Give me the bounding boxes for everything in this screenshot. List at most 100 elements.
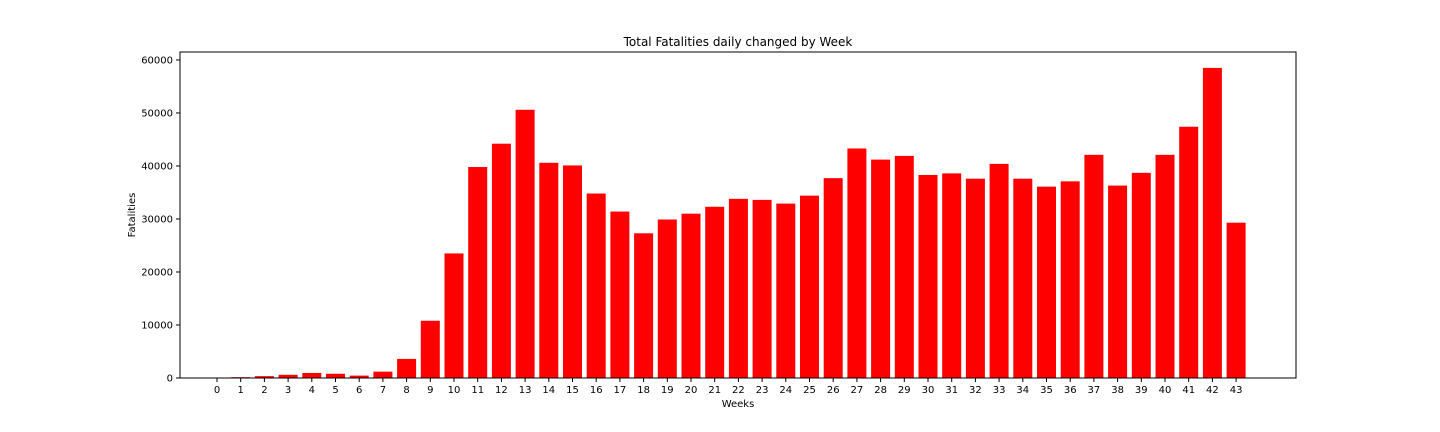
bar-week-24 [776,203,796,378]
x-tick-label: 36 [1064,385,1077,396]
bar-week-21 [705,206,725,378]
x-tick-label: 12 [495,385,508,396]
x-tick-label: 38 [1111,385,1124,396]
bar-week-38 [1108,185,1128,378]
x-tick-label: 28 [874,385,887,396]
y-axis-title: Fatalities [127,193,138,238]
x-tick-label: 25 [803,385,816,396]
x-tick-label: 2 [261,385,267,396]
x-tick-label: 18 [637,385,650,396]
x-tick-label: 23 [756,385,769,396]
bar-week-27 [847,148,867,378]
bar-week-18 [634,233,654,378]
bar-week-20 [681,213,701,378]
x-tick-label: 8 [403,385,409,396]
x-tick-label: 0 [214,385,220,396]
y-tick-label: 50000 [141,108,173,119]
x-tick-label: 17 [614,385,627,396]
x-tick-label: 26 [827,385,840,396]
x-axis-ticks: 0 1 2 3 4 5 6 7 8 9 10 11 12 13 14 15 16 17 18 19 20 21 22 23 24… [214,378,1243,396]
x-tick-label: 22 [732,385,745,396]
x-tick-label: 10 [448,385,461,396]
bar-week-8 [397,358,417,378]
bar-week-33 [989,163,1009,378]
bar-week-16 [586,193,606,378]
x-tick-label: 19 [661,385,674,396]
bar-week-39 [1131,172,1151,378]
x-tick-label: 34 [1016,385,1029,396]
y-tick-label: 10000 [141,320,173,331]
x-tick-label: 21 [708,385,721,396]
x-tick-label: 13 [519,385,532,396]
y-tick-label: 40000 [141,161,173,172]
bar-week-35 [1037,186,1056,378]
x-tick-label: 11 [471,385,484,396]
bar-week-14 [539,162,559,378]
x-tick-label: 43 [1230,385,1243,396]
bar-week-25 [800,195,819,378]
x-tick-label: 30 [922,385,935,396]
x-tick-label: 5 [332,385,338,396]
bar-week-7 [373,371,393,378]
bar-week-26 [823,178,843,378]
bar-week-32 [965,178,985,378]
bar-week-23 [752,199,772,378]
y-tick-label: 20000 [141,267,173,278]
x-tick-label: 27 [851,385,864,396]
bar-week-22 [728,198,748,378]
y-tick-label: 30000 [141,214,173,225]
x-tick-label: 31 [945,385,958,396]
x-tick-label: 20 [685,385,698,396]
x-tick-label: 42 [1206,385,1219,396]
bar-week-31 [942,173,962,378]
x-tick-label: 4 [309,385,315,396]
x-tick-label: 9 [427,385,433,396]
y-tick-label: 0 [167,374,173,385]
bars-group [207,67,1246,379]
bar-week-15 [563,165,582,378]
bar-week-4 [302,372,322,378]
x-axis-title: Weeks [722,399,755,410]
x-tick-label: 37 [1088,385,1101,396]
bar-week-11 [468,167,488,378]
bar-week-43 [1226,222,1246,378]
bar-week-41 [1179,126,1199,379]
x-tick-label: 33 [993,385,1006,396]
x-tick-label: 40 [1159,385,1172,396]
bar-week-9 [420,320,440,378]
bar-week-19 [657,219,677,378]
bar-week-34 [1013,178,1033,378]
x-tick-label: 14 [542,385,555,396]
bar-week-30 [918,174,938,378]
x-tick-label: 15 [566,385,579,396]
x-tick-label: 1 [238,385,244,396]
plot-frame [179,51,1297,379]
x-tick-label: 39 [1135,385,1148,396]
x-tick-label: 41 [1182,385,1195,396]
bar-week-13 [515,109,535,378]
bar-week-3 [278,374,298,378]
bar-week-17 [610,211,630,378]
x-tick-label: 3 [285,385,291,396]
bar-week-42 [1202,67,1222,379]
chart-title: Total Fatalities daily changed by Week [623,35,853,49]
x-tick-label: 16 [590,385,603,396]
y-tick-label: 60000 [141,55,173,66]
bar-week-10 [444,253,464,378]
bar-week-2 [254,376,274,378]
x-tick-label: 6 [356,385,362,396]
bar-week-6 [349,375,369,378]
bar-week-28 [871,159,891,378]
y-axis-ticks: 0 10000 20000 30000 40000 50000 60000 [141,55,180,385]
bar-week-5 [326,373,345,378]
bar-week-29 [894,155,914,378]
x-tick-label: 32 [969,385,982,396]
x-tick-label: 7 [380,385,386,396]
x-tick-label: 24 [779,385,792,396]
bar-week-12 [491,143,511,378]
bar-week-36 [1060,181,1080,378]
x-tick-label: 29 [898,385,911,396]
bar-week-37 [1084,154,1104,378]
x-tick-label: 35 [1040,385,1053,396]
